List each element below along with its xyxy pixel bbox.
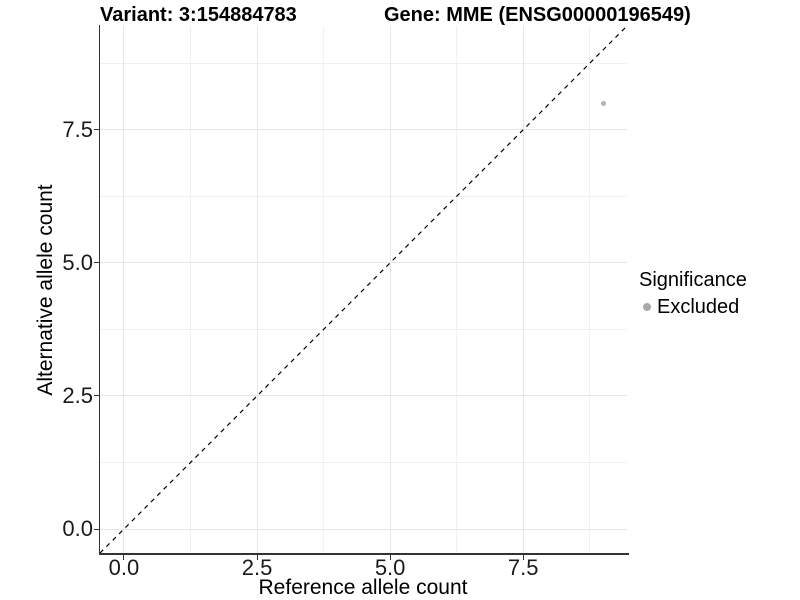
x-tick-label: 0.0 [108,555,140,580]
x-tick-label: 7.5 [507,555,539,580]
legend-item-excluded: Excluded [639,295,747,319]
y-axis-line [98,25,100,555]
x-tick-mark [389,554,391,560]
gridline-y-minor [100,62,627,64]
gridline-x-minor [189,26,191,553]
gridline-x-major [123,26,125,553]
legend-title: Significance [639,269,747,291]
gridline-x-minor [323,26,325,553]
x-tick-mark [123,554,125,560]
y-tick-label: 0.0 [62,516,93,542]
identity-reference-line [100,26,627,553]
plot-panel [100,26,627,553]
gridline-y-minor [100,328,627,330]
y-tick-label: 5.0 [62,249,93,275]
gridline-y-major [100,129,627,131]
x-axis-title: Reference allele count [258,576,468,599]
gridline-y-minor [100,462,627,463]
gridline-x-minor [456,26,458,553]
y-tick-mark [93,395,99,397]
legend-item-label: Excluded [657,296,740,318]
gridline-y-major [100,395,627,397]
y-tick-mark [93,129,99,131]
data-point [600,100,606,106]
plot-title-gene: Gene: MME (ENSG00000196549) [384,4,691,26]
y-tick-mark [93,262,99,264]
x-tick-label: 2.5 [241,555,273,580]
y-tick-label: 2.5 [62,382,93,408]
gridline-x-major [256,26,258,553]
plot-title-variant: Variant: 3:154884783 [100,4,297,26]
gridline-x-major [522,26,524,553]
x-tick-mark [256,554,258,560]
gridline-x-major [389,26,391,553]
x-tick-label: 5.0 [374,555,406,580]
gridline-y-minor [100,195,627,197]
gridline-x-minor [589,26,591,553]
x-axis-line [98,553,629,555]
legend: Significance Excluded [639,268,747,319]
gridline-y-major [100,262,627,264]
x-tick-mark [522,554,524,560]
y-tick-mark [93,528,99,530]
gridline-y-major [100,528,627,530]
y-tick-label: 7.5 [62,116,93,142]
legend-point-icon [643,303,651,311]
